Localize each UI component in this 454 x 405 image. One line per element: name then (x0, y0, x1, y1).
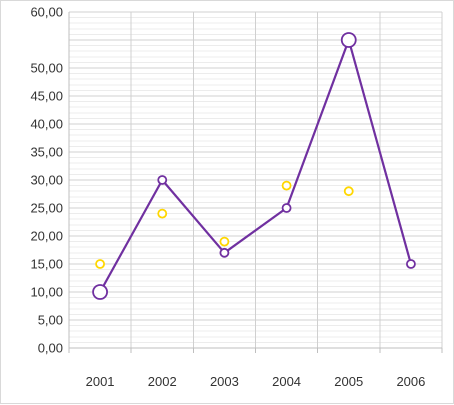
line-point (281, 203, 292, 213)
x-axis-tick-labels: 2001 2002 2003 2004 2005 2006 (86, 374, 426, 389)
scatter-point (281, 180, 292, 191)
scatter-point (343, 186, 354, 197)
scatter-point (219, 236, 230, 247)
x-tick-label: 2006 (396, 374, 425, 389)
y-tick-label: 35,00 (30, 145, 63, 160)
line-point (406, 259, 416, 269)
y-tick-label: 5,00 (38, 313, 63, 328)
series-line (99, 38, 412, 293)
grid-lines (68, 11, 443, 353)
line-point (92, 284, 108, 300)
y-tick-label: 30,00 (30, 173, 63, 188)
x-tick-label: 2003 (210, 374, 239, 389)
scatter-point (95, 259, 105, 269)
scatter-point (157, 208, 168, 219)
line-point (340, 32, 357, 48)
x-tick-label: 2004 (272, 374, 301, 389)
y-tick-label: 20,00 (30, 229, 63, 244)
y-tick-label: 40,00 (30, 117, 63, 132)
y-tick-label: 60,00 (30, 5, 63, 20)
y-axis-tick-labels: 0,00 5,00 10,00 15,00 20,00 25,00 30,00 35,00 40… (30, 5, 63, 356)
y-tick-label: 0,00 (38, 341, 63, 356)
x-tick-label: 2001 (86, 374, 115, 389)
y-tick-label: 10,00 (30, 285, 63, 300)
y-tick-label: 25,00 (30, 201, 63, 216)
y-tick-label: 45,00 (30, 89, 63, 104)
y-tick-label: 15,00 (30, 257, 63, 272)
y-tick-label: 50,00 (30, 61, 63, 76)
series-layer (92, 32, 416, 300)
x-tick-label: 2002 (148, 374, 177, 389)
line-point (219, 247, 230, 258)
line-point (157, 175, 168, 185)
x-tick-label: 2005 (334, 374, 363, 389)
